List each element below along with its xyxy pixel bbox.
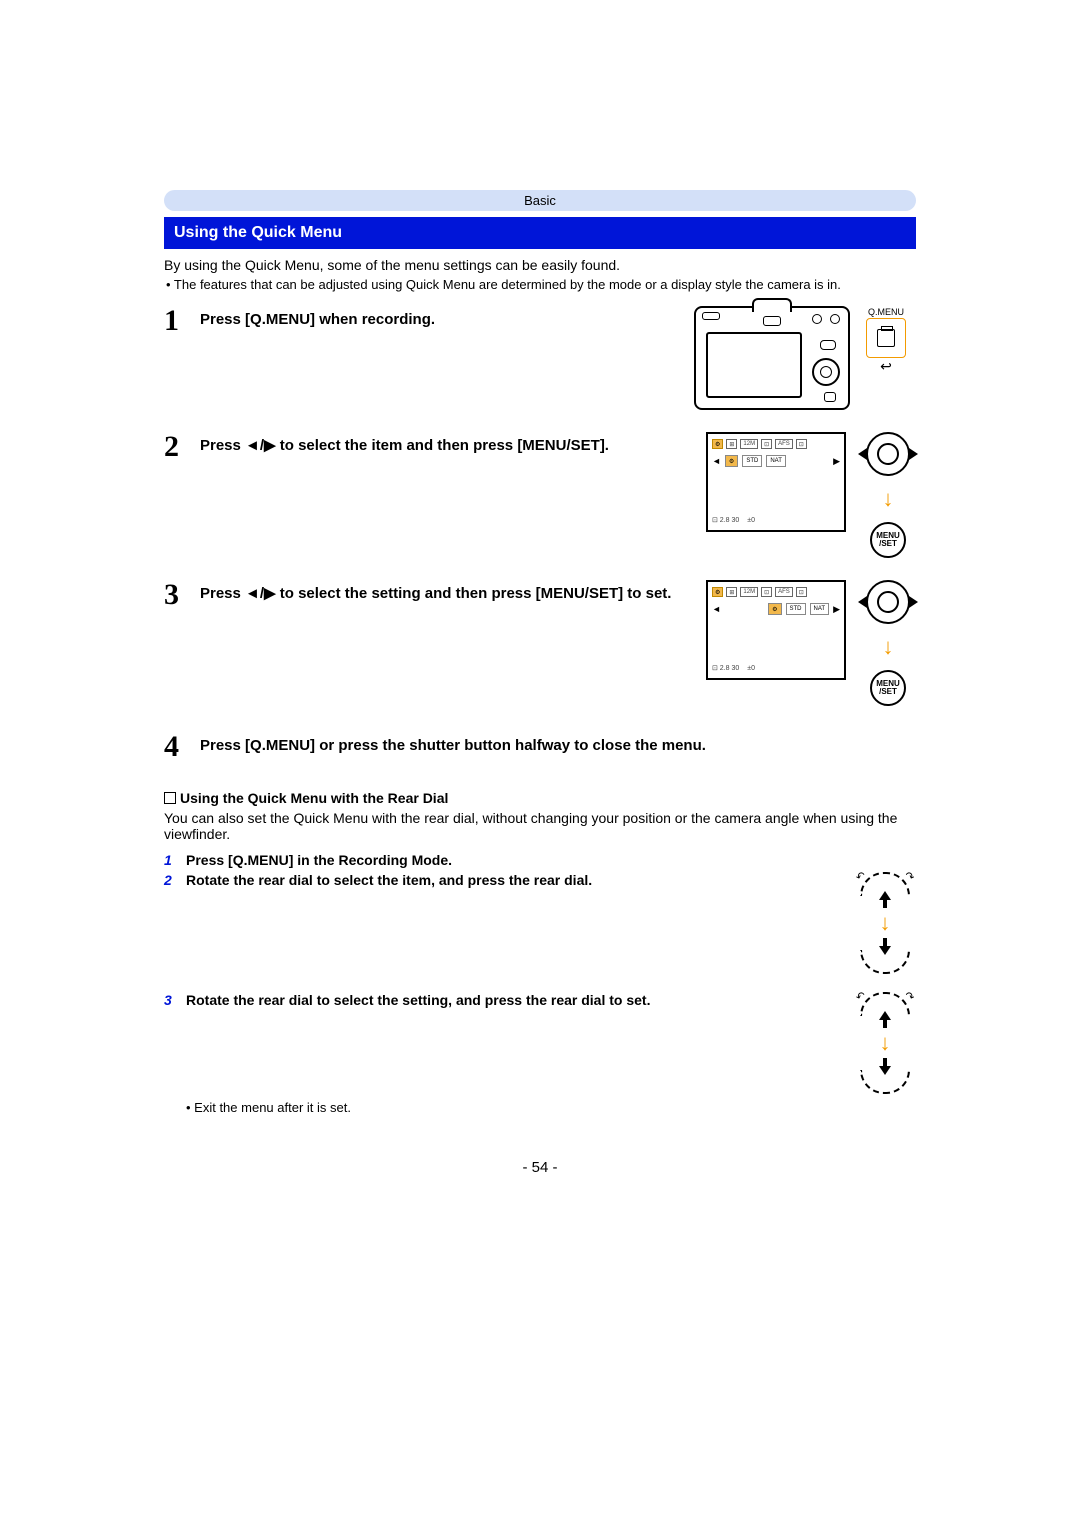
lcd-screenshot: ⚙ ⊞ 12M ⊡ AFS ⊡ ◄ ⚙ STD NAT ▶	[706, 580, 846, 680]
lcd-chip: STD	[742, 455, 762, 467]
rear-dial-icon: ↶↷	[860, 992, 910, 1026]
sub-step-3: 3 Rotate the rear dial to select the set…	[164, 992, 916, 1094]
lcd-bottom-left: ⊡ 2.8 30	[712, 516, 739, 524]
lcd-chip: 12M	[740, 587, 758, 597]
step-2: 2 Press ◄/▶ to select the item and then …	[164, 432, 916, 558]
right-arrow-icon: ▶	[833, 604, 840, 615]
down-arrow-icon: ↓	[880, 912, 891, 934]
back-icon: ↩	[880, 358, 892, 375]
page-number: - 54 -	[164, 1159, 916, 1176]
lcd-bottom-right: ±0	[747, 665, 755, 672]
section-band: Basic	[164, 190, 916, 211]
lcd-bottom-right: ±0	[747, 517, 755, 524]
dpad-icon	[866, 580, 910, 624]
lcd-chip: ⊡	[796, 587, 807, 597]
sub-step-number: 2	[164, 872, 186, 888]
left-arrow-icon: ◄	[712, 604, 721, 614]
lcd-chip: AFS	[775, 439, 793, 449]
rear-dial-press-icon	[860, 940, 910, 974]
subsection-para: You can also set the Quick Menu with the…	[164, 810, 916, 842]
sub-step-number: 1	[164, 852, 186, 868]
intro-note: • The features that can be adjusted usin…	[166, 277, 916, 292]
sub-step-2: 2 Rotate the rear dial to select the ite…	[164, 872, 916, 974]
square-bullet-icon	[164, 792, 176, 804]
lcd-chip: ⚙	[712, 439, 723, 449]
menu-set-icon: MENU /SET	[870, 522, 906, 558]
intro-text: By using the Quick Menu, some of the men…	[164, 257, 916, 273]
step-number: 3	[164, 580, 200, 610]
lcd-chip: AFS	[775, 587, 793, 597]
menu-set-icon: MENU /SET	[870, 670, 906, 706]
step-4: 4 Press [Q.MENU] or press the shutter bu…	[164, 732, 916, 762]
rear-dial-press-icon	[860, 1060, 910, 1094]
lcd-chip: ⚙	[768, 603, 781, 615]
qmenu-button-callout: Q.MENU ↩	[856, 306, 916, 375]
step-text: Press ◄/▶ to select the setting and then…	[200, 580, 706, 604]
step-number: 4	[164, 732, 200, 762]
lcd-chip: ⚙	[725, 455, 738, 467]
step-text: Press ◄/▶ to select the item and then pr…	[200, 432, 706, 456]
sub-step-1: 1 Press [Q.MENU] in the Recording Mode.	[164, 852, 916, 868]
lcd-chip: ⊡	[761, 587, 772, 597]
dpad-icon	[866, 432, 910, 476]
subsection-heading: Using the Quick Menu with the Rear Dial	[164, 790, 916, 806]
lcd-chip: ⊡	[761, 439, 772, 449]
step-1: 1 Press [Q.MENU] when recording. Q.MENU …	[164, 306, 916, 410]
down-arrow-icon: ↓	[880, 1032, 891, 1054]
lcd-chip: ⚙	[712, 587, 723, 597]
sub-step-text: Rotate the rear dial to select the setti…	[186, 992, 854, 1008]
lcd-chip: 12M	[740, 439, 758, 449]
camera-back-illustration	[694, 306, 850, 410]
step-text: Press [Q.MENU] when recording.	[200, 306, 694, 330]
lcd-screenshot: ⚙ ⊞ 12M ⊡ AFS ⊡ ◄ ⚙ STD NAT ▶	[706, 432, 846, 532]
left-arrow-icon: ◄	[712, 456, 721, 466]
lcd-chip: ⊡	[796, 439, 807, 449]
lcd-bottom-left: ⊡ 2.8 30	[712, 664, 739, 672]
step-number: 2	[164, 432, 200, 462]
lcd-chip: ⊞	[726, 587, 737, 597]
sub-step-number: 3	[164, 992, 186, 1008]
lcd-chip: ⊞	[726, 439, 737, 449]
step-text: Press [Q.MENU] or press the shutter butt…	[200, 732, 916, 756]
sub-bullet: • Exit the menu after it is set.	[186, 1100, 916, 1115]
right-arrow-icon: ▶	[833, 456, 840, 467]
sub-step-text: Press [Q.MENU] in the Recording Mode.	[186, 852, 916, 868]
down-arrow-icon: ↓	[883, 634, 894, 660]
lcd-chip: STD	[786, 603, 806, 615]
step-3: 3 Press ◄/▶ to select the setting and th…	[164, 580, 916, 706]
sub-step-text: Rotate the rear dial to select the item,…	[186, 872, 854, 888]
qmenu-label: Q.MENU	[868, 308, 904, 318]
down-arrow-icon: ↓	[883, 486, 894, 512]
rear-dial-icon: ↶↷	[860, 872, 910, 906]
lcd-chip: NAT	[766, 455, 786, 467]
step-number: 1	[164, 306, 200, 336]
page-title: Using the Quick Menu	[164, 217, 916, 249]
lcd-chip: NAT	[810, 603, 830, 615]
trash-icon	[877, 329, 895, 347]
